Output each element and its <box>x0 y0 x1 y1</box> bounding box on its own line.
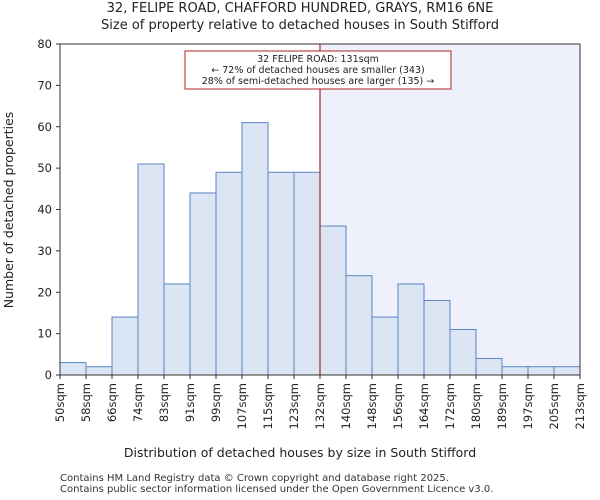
annotation-line-1: 32 FELIPE ROAD: 131sqm <box>257 54 379 65</box>
x-tick-label-213sqm: 213sqm <box>573 383 587 429</box>
y-ticks: 0 10 20 30 40 50 60 70 80 <box>37 37 60 382</box>
annotation-frame <box>184 50 452 90</box>
x-tick-label-164sqm: 164sqm <box>417 383 431 429</box>
x-tick-label-180sqm: 180sqm <box>469 383 483 429</box>
bar-148sqm <box>371 316 399 376</box>
bar-156sqm <box>397 283 425 376</box>
x-tick-label-197sqm: 197sqm <box>521 383 535 429</box>
bar-164sqm <box>423 300 451 376</box>
bar-83sqm <box>163 283 191 376</box>
footer-line-2: Contains public sector information licen… <box>60 484 494 495</box>
bar-66sqm <box>111 316 139 376</box>
y-tick-label-70: 70 <box>37 78 52 92</box>
bars-group <box>59 122 581 376</box>
annotation-box: 32 FELIPE ROAD: 131sqm ← 72% of detached… <box>184 50 452 90</box>
bar-91sqm <box>189 192 217 376</box>
bar-180sqm <box>475 357 503 376</box>
x-tick-label-50sqm: 50sqm <box>53 383 67 422</box>
x-tick-label-115sqm: 115sqm <box>261 383 275 429</box>
bar-115sqm <box>267 171 295 376</box>
bar-189sqm <box>501 366 529 376</box>
x-ticks: 50sqm 58sqm 66sqm 74sqm 83sqm 91sqm 99sqm 107sq… <box>53 375 587 429</box>
y-tick-label-0: 0 <box>45 368 52 382</box>
y-tick-label-60: 60 <box>37 120 52 134</box>
x-tick-label-58sqm: 58sqm <box>79 383 93 422</box>
y-tick-label-30: 30 <box>37 244 52 258</box>
footer-line-1: Contains HM Land Registry data © Crown c… <box>60 473 449 484</box>
bar-132sqm <box>319 225 347 376</box>
x-tick-label-83sqm: 83sqm <box>157 383 171 422</box>
bar-140sqm <box>345 275 373 376</box>
bar-58sqm <box>85 366 113 376</box>
x-tick-label-99sqm: 99sqm <box>209 383 223 422</box>
bar-205sqm <box>553 366 581 376</box>
bar-172sqm <box>449 328 477 376</box>
annotation-line-2: ← 72% of detached houses are smaller (34… <box>211 65 424 76</box>
bar-197sqm <box>527 366 555 376</box>
x-tick-label-132sqm: 132sqm <box>313 383 327 429</box>
x-tick-label-172sqm: 172sqm <box>443 383 457 429</box>
x-tick-label-156sqm: 156sqm <box>391 383 405 429</box>
y-tick-label-40: 40 <box>37 203 52 217</box>
chart-title: 32, FELIPE ROAD, CHAFFORD HUNDRED, GRAYS… <box>106 1 494 16</box>
annotation-line-3: 28% of semi-detached houses are larger (… <box>202 76 435 87</box>
x-tick-label-74sqm: 74sqm <box>131 383 145 422</box>
x-tick-label-107sqm: 107sqm <box>235 383 249 429</box>
chart-subtitle: Size of property relative to detached ho… <box>101 18 499 33</box>
x-axis-label: Distribution of detached houses by size … <box>124 445 476 460</box>
x-tick-label-66sqm: 66sqm <box>105 383 119 422</box>
x-tick-label-205sqm: 205sqm <box>547 383 561 429</box>
y-tick-label-80: 80 <box>37 37 52 51</box>
bar-74sqm <box>137 163 165 376</box>
bar-99sqm <box>215 171 243 376</box>
x-tick-label-91sqm: 91sqm <box>183 383 197 422</box>
bar-50sqm <box>59 362 87 376</box>
x-tick-label-189sqm: 189sqm <box>495 383 509 429</box>
y-axis-label: Number of detached properties <box>1 112 16 309</box>
x-tick-label-148sqm: 148sqm <box>365 383 379 429</box>
y-tick-label-50: 50 <box>37 161 52 175</box>
x-tick-label-123sqm: 123sqm <box>287 383 301 429</box>
y-tick-label-10: 10 <box>37 327 52 341</box>
y-tick-label-20: 20 <box>37 285 52 299</box>
x-tick-label-140sqm: 140sqm <box>339 383 353 429</box>
bar-107sqm <box>241 122 269 376</box>
bar-123sqm <box>293 171 321 376</box>
